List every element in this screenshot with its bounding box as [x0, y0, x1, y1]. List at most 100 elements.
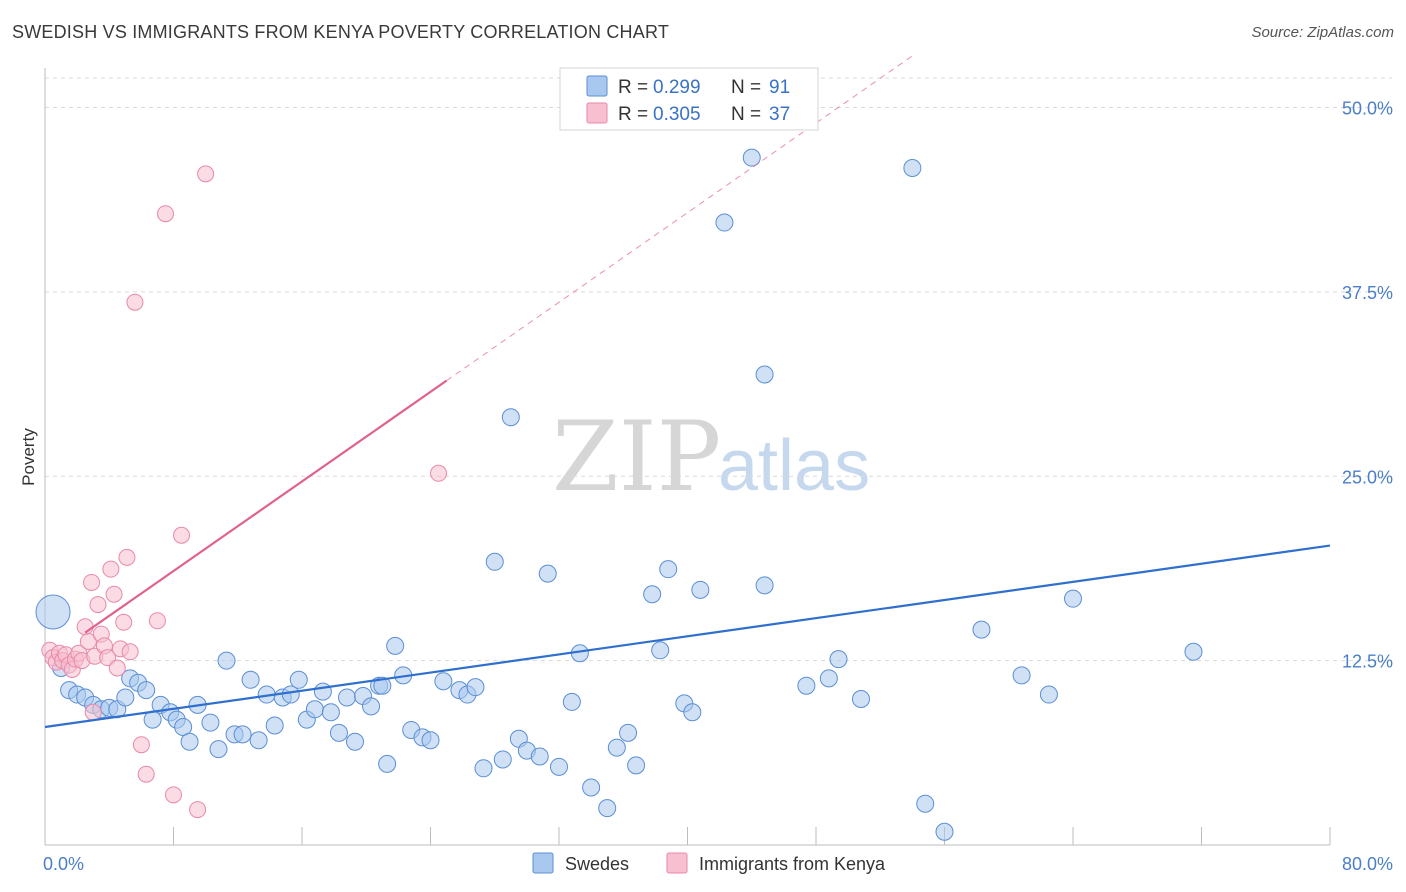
kenya-point-23: [115, 613, 133, 631]
kenya-point-29: [148, 612, 166, 630]
legend-r-value-kenya: 0.305: [653, 104, 701, 125]
swedes-point-52: [474, 759, 493, 778]
kenya-point-21: [108, 659, 126, 677]
swedes-point-42: [378, 754, 397, 773]
swedes-point-31: [289, 670, 308, 689]
swedes-point-60: [550, 757, 568, 776]
kenya-point-24: [118, 548, 136, 566]
swedes-point-0: [35, 594, 71, 630]
swedes-point-22: [217, 651, 236, 670]
swedes-point-28: [265, 716, 284, 735]
chart-title: SWEDISH VS IMMIGRANTS FROM KENYA POVERTY…: [12, 22, 670, 42]
swedes-point-80: [829, 650, 848, 669]
kenya-point-28: [137, 765, 155, 783]
series-legend: Swedes Immigrants from Kenya: [532, 852, 886, 874]
y-tick-label-2: 37.5%: [1342, 283, 1393, 303]
trend-lines: [44, 55, 1331, 729]
axes: [44, 68, 1331, 846]
swedes-point-82: [903, 158, 922, 177]
swedes-point-58: [530, 747, 549, 766]
kenya-trend-line-solid: [84, 379, 448, 634]
x-tick-label-0: 0.0%: [43, 854, 84, 874]
swedes-point-30: [281, 685, 300, 704]
y-tick-label-1: 25.0%: [1342, 467, 1393, 487]
swedes-point-68: [643, 585, 662, 604]
swedes-point-55: [501, 408, 520, 427]
swedes-point-9: [116, 688, 135, 707]
grid-lines: [45, 77, 1392, 662]
legend-n-label-kenya: N =: [731, 104, 761, 125]
swedes-point-88: [1064, 589, 1082, 608]
swedes-point-54: [493, 750, 512, 769]
bottom-legend-swatch-kenya: [666, 852, 688, 874]
legend-n-value-swedes: 91: [769, 77, 790, 98]
kenya-point-12: [79, 632, 97, 650]
swedes-point-90: [373, 676, 392, 695]
y-tick-label-0: 12.5%: [1342, 652, 1393, 672]
swedes-point-66: [619, 723, 638, 742]
swedes-point-53: [485, 552, 504, 571]
swedes-point-75: [742, 148, 761, 167]
x-tick-labels: 0.0% 80.0%: [43, 854, 1393, 874]
swedes-point-64: [598, 799, 617, 818]
watermark-atlas: atlas: [718, 426, 870, 506]
swedes-point-34: [313, 682, 332, 701]
kenya-point-34: [197, 165, 215, 183]
swedes-point-40: [362, 697, 381, 716]
swedes-point-24: [233, 725, 252, 744]
swedes-point-77: [755, 576, 774, 595]
y-axis-title: Poverty: [19, 428, 38, 486]
swedes-point-73: [691, 580, 710, 599]
kenya-point-32: [173, 526, 191, 544]
swedes-point-51: [466, 678, 485, 697]
swedes-point-78: [797, 676, 816, 695]
swedes-point-72: [683, 703, 702, 722]
swedes-point-79: [819, 669, 838, 688]
kenya-point-19: [102, 560, 120, 578]
kenya-point-33: [189, 801, 207, 819]
kenya-point-13: [83, 573, 101, 591]
swedes-points: [35, 148, 1203, 841]
swedes-trend-line: [44, 544, 1331, 729]
legend-swatch-swedes: [586, 75, 608, 97]
swedes-point-25: [241, 670, 260, 689]
swedes-point-26: [249, 731, 268, 750]
kenya-point-15: [89, 596, 107, 614]
swedes-point-74: [715, 213, 734, 232]
swedes-point-84: [935, 822, 954, 841]
swedes-point-81: [851, 689, 870, 708]
swedes-point-63: [582, 778, 601, 797]
kenya-point-36: [84, 703, 102, 721]
x-tick-label-1: 80.0%: [1342, 854, 1393, 874]
swedes-point-18: [180, 732, 199, 751]
y-tick-label-3: 50.0%: [1342, 99, 1393, 119]
swedes-point-85: [972, 620, 991, 639]
legend-r-label-swedes: R =: [618, 77, 648, 98]
kenya-point-26: [126, 293, 144, 311]
legend-n-label-swedes: N =: [731, 77, 761, 98]
swedes-point-87: [1039, 685, 1058, 704]
source-credit: Source: ZipAtlas.com: [1251, 24, 1394, 41]
swedes-point-38: [346, 732, 365, 751]
swedes-point-59: [538, 564, 557, 583]
swedes-point-21: [209, 740, 228, 759]
watermark-zip: ZIP: [552, 401, 721, 513]
swedes-point-36: [329, 723, 348, 742]
kenya-point-27: [132, 736, 150, 754]
kenya-point-20: [105, 585, 123, 603]
bottom-legend-swatch-swedes: [532, 852, 554, 874]
swedes-point-76: [755, 365, 774, 384]
bottom-legend-label-kenya: Immigrants from Kenya: [699, 854, 886, 874]
kenya-points: [41, 165, 448, 819]
kenya-point-35: [430, 464, 448, 482]
swedes-point-70: [659, 560, 678, 579]
swedes-point-48: [434, 672, 453, 691]
kenya-point-31: [165, 786, 182, 804]
correlation-legend: R = 0.299 N = 91 R = 0.305 N = 37: [559, 67, 819, 131]
swedes-point-65: [607, 738, 626, 757]
kenya-point-30: [156, 205, 174, 223]
swedes-point-35: [321, 703, 340, 722]
swedes-point-69: [651, 641, 670, 660]
swedes-point-37: [337, 688, 356, 707]
